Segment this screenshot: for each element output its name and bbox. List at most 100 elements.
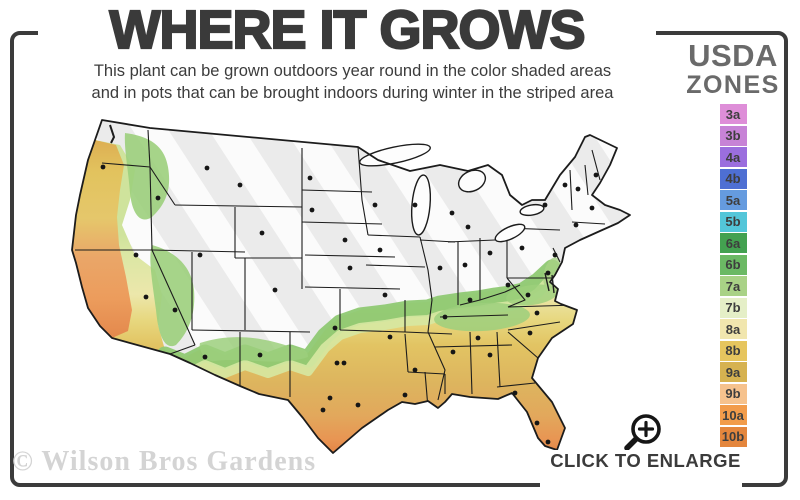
city-dot xyxy=(377,247,383,253)
magnifier-plus-icon[interactable] xyxy=(622,410,668,456)
state-border xyxy=(301,221,383,225)
subtitle-line-1: This plant can be grown outdoors year ro… xyxy=(93,62,612,80)
city-dot xyxy=(412,202,418,208)
city-dot xyxy=(534,420,540,426)
city-dot xyxy=(327,395,333,401)
zone-list: 3a 3b 4a 4b 5a 5b 6a 6b 7a 7b 8a 8b 9a 9b 10a 10b xyxy=(683,104,783,447)
state-border xyxy=(591,149,601,181)
city-dot xyxy=(133,252,139,258)
city-dot xyxy=(372,202,378,208)
state-border xyxy=(459,284,521,306)
state-border xyxy=(365,264,426,268)
city-dot xyxy=(593,172,599,178)
state-border xyxy=(407,371,446,375)
city-dot xyxy=(450,349,456,355)
usda-zones-legend: USDA ZONES 3a 3b 4a 4b 5a 5b 6a 6b 7a 7b 8a 8b 9a 9b 1… xyxy=(683,40,783,448)
city-dot xyxy=(172,307,178,313)
city-dot xyxy=(347,265,353,271)
state-border xyxy=(367,234,421,238)
state-border xyxy=(151,249,246,253)
zone-swatch-7b: 7b xyxy=(719,297,747,318)
city-dot xyxy=(202,354,208,360)
city-dot xyxy=(542,202,548,208)
city-dot xyxy=(562,182,568,188)
city-dot xyxy=(552,252,558,258)
state-border xyxy=(434,344,513,348)
state-border xyxy=(357,146,369,236)
state-border xyxy=(339,329,406,333)
color-shaded-region xyxy=(72,140,577,453)
city-dot xyxy=(259,230,265,236)
state-borders xyxy=(75,129,606,409)
city-dot xyxy=(505,282,511,288)
state-border xyxy=(469,331,473,395)
us-outline-stroke xyxy=(71,119,631,454)
watermark: © Wilson Bros Gardens xyxy=(12,446,317,477)
lake-ontario xyxy=(519,203,545,217)
city-dot xyxy=(487,250,493,256)
city-dot xyxy=(519,245,525,251)
city-dot xyxy=(320,407,326,413)
state-border xyxy=(496,331,501,388)
zone-swatch-9b: 9b xyxy=(719,383,747,404)
zone-swatch-4a: 4a xyxy=(719,147,747,167)
state-border xyxy=(584,164,589,196)
click-to-enlarge-button[interactable]: CLICK TO ENLARGE xyxy=(543,450,748,472)
city-dot xyxy=(525,292,531,298)
city-dot xyxy=(573,222,579,228)
state-border xyxy=(301,189,373,193)
state-border xyxy=(427,331,446,401)
city-dot xyxy=(545,439,551,445)
state-border xyxy=(151,249,196,346)
city-dot xyxy=(589,205,595,211)
city-dot xyxy=(475,335,481,341)
city-dot xyxy=(341,360,347,366)
state-border xyxy=(149,166,153,251)
state-border xyxy=(304,286,401,290)
state-border xyxy=(404,333,409,373)
border-gap xyxy=(540,478,742,494)
legend-title-zones: ZONES xyxy=(686,71,780,99)
city-dot xyxy=(143,294,149,300)
state-border xyxy=(507,321,561,331)
city-dot xyxy=(334,360,340,366)
state-border xyxy=(496,382,536,388)
state-border xyxy=(419,236,433,333)
city-dot xyxy=(467,297,473,303)
city-dot xyxy=(342,237,348,243)
zone-swatch-5b: 5b xyxy=(719,211,747,232)
city-dot xyxy=(387,334,393,340)
city-dot xyxy=(307,175,313,181)
zone-swatch-3b: 3b xyxy=(719,125,747,146)
lake-huron xyxy=(457,169,487,193)
west-coast-strip xyxy=(72,140,132,338)
state-border xyxy=(571,221,606,225)
city-dot xyxy=(545,270,551,276)
zone-swatch-3a: 3a xyxy=(719,104,747,124)
mogollon-green-patch xyxy=(199,337,308,362)
state-border xyxy=(507,331,539,359)
city-dot xyxy=(437,265,443,271)
page-title: WHERE IT GROWS xyxy=(38,0,656,61)
zone-swatch-4b: 4b xyxy=(719,168,747,189)
zone-swatch-9a: 9a xyxy=(719,362,747,382)
city-dot xyxy=(197,252,203,258)
us-hardiness-zone-map[interactable] xyxy=(40,105,670,475)
state-border xyxy=(191,329,311,333)
city-dot xyxy=(272,287,278,293)
zone-swatch-6a: 6a xyxy=(719,233,747,253)
state-border xyxy=(506,277,526,308)
state-border xyxy=(404,331,453,335)
subtitle-line-2: and in pots that can be brought indoors … xyxy=(91,83,614,102)
state-border xyxy=(304,254,396,258)
state-border xyxy=(569,169,573,211)
state-border xyxy=(169,344,196,355)
state-border xyxy=(439,314,509,318)
virginia-green-patch xyxy=(506,284,558,306)
city-dot xyxy=(355,402,361,408)
city-dot xyxy=(100,164,106,170)
city-dot xyxy=(155,195,161,201)
kentucky-green-patch xyxy=(434,302,530,332)
zone-swatch-7a: 7a xyxy=(719,276,747,296)
page-subtitle: This plant can be grown outdoors year ro… xyxy=(80,61,625,105)
